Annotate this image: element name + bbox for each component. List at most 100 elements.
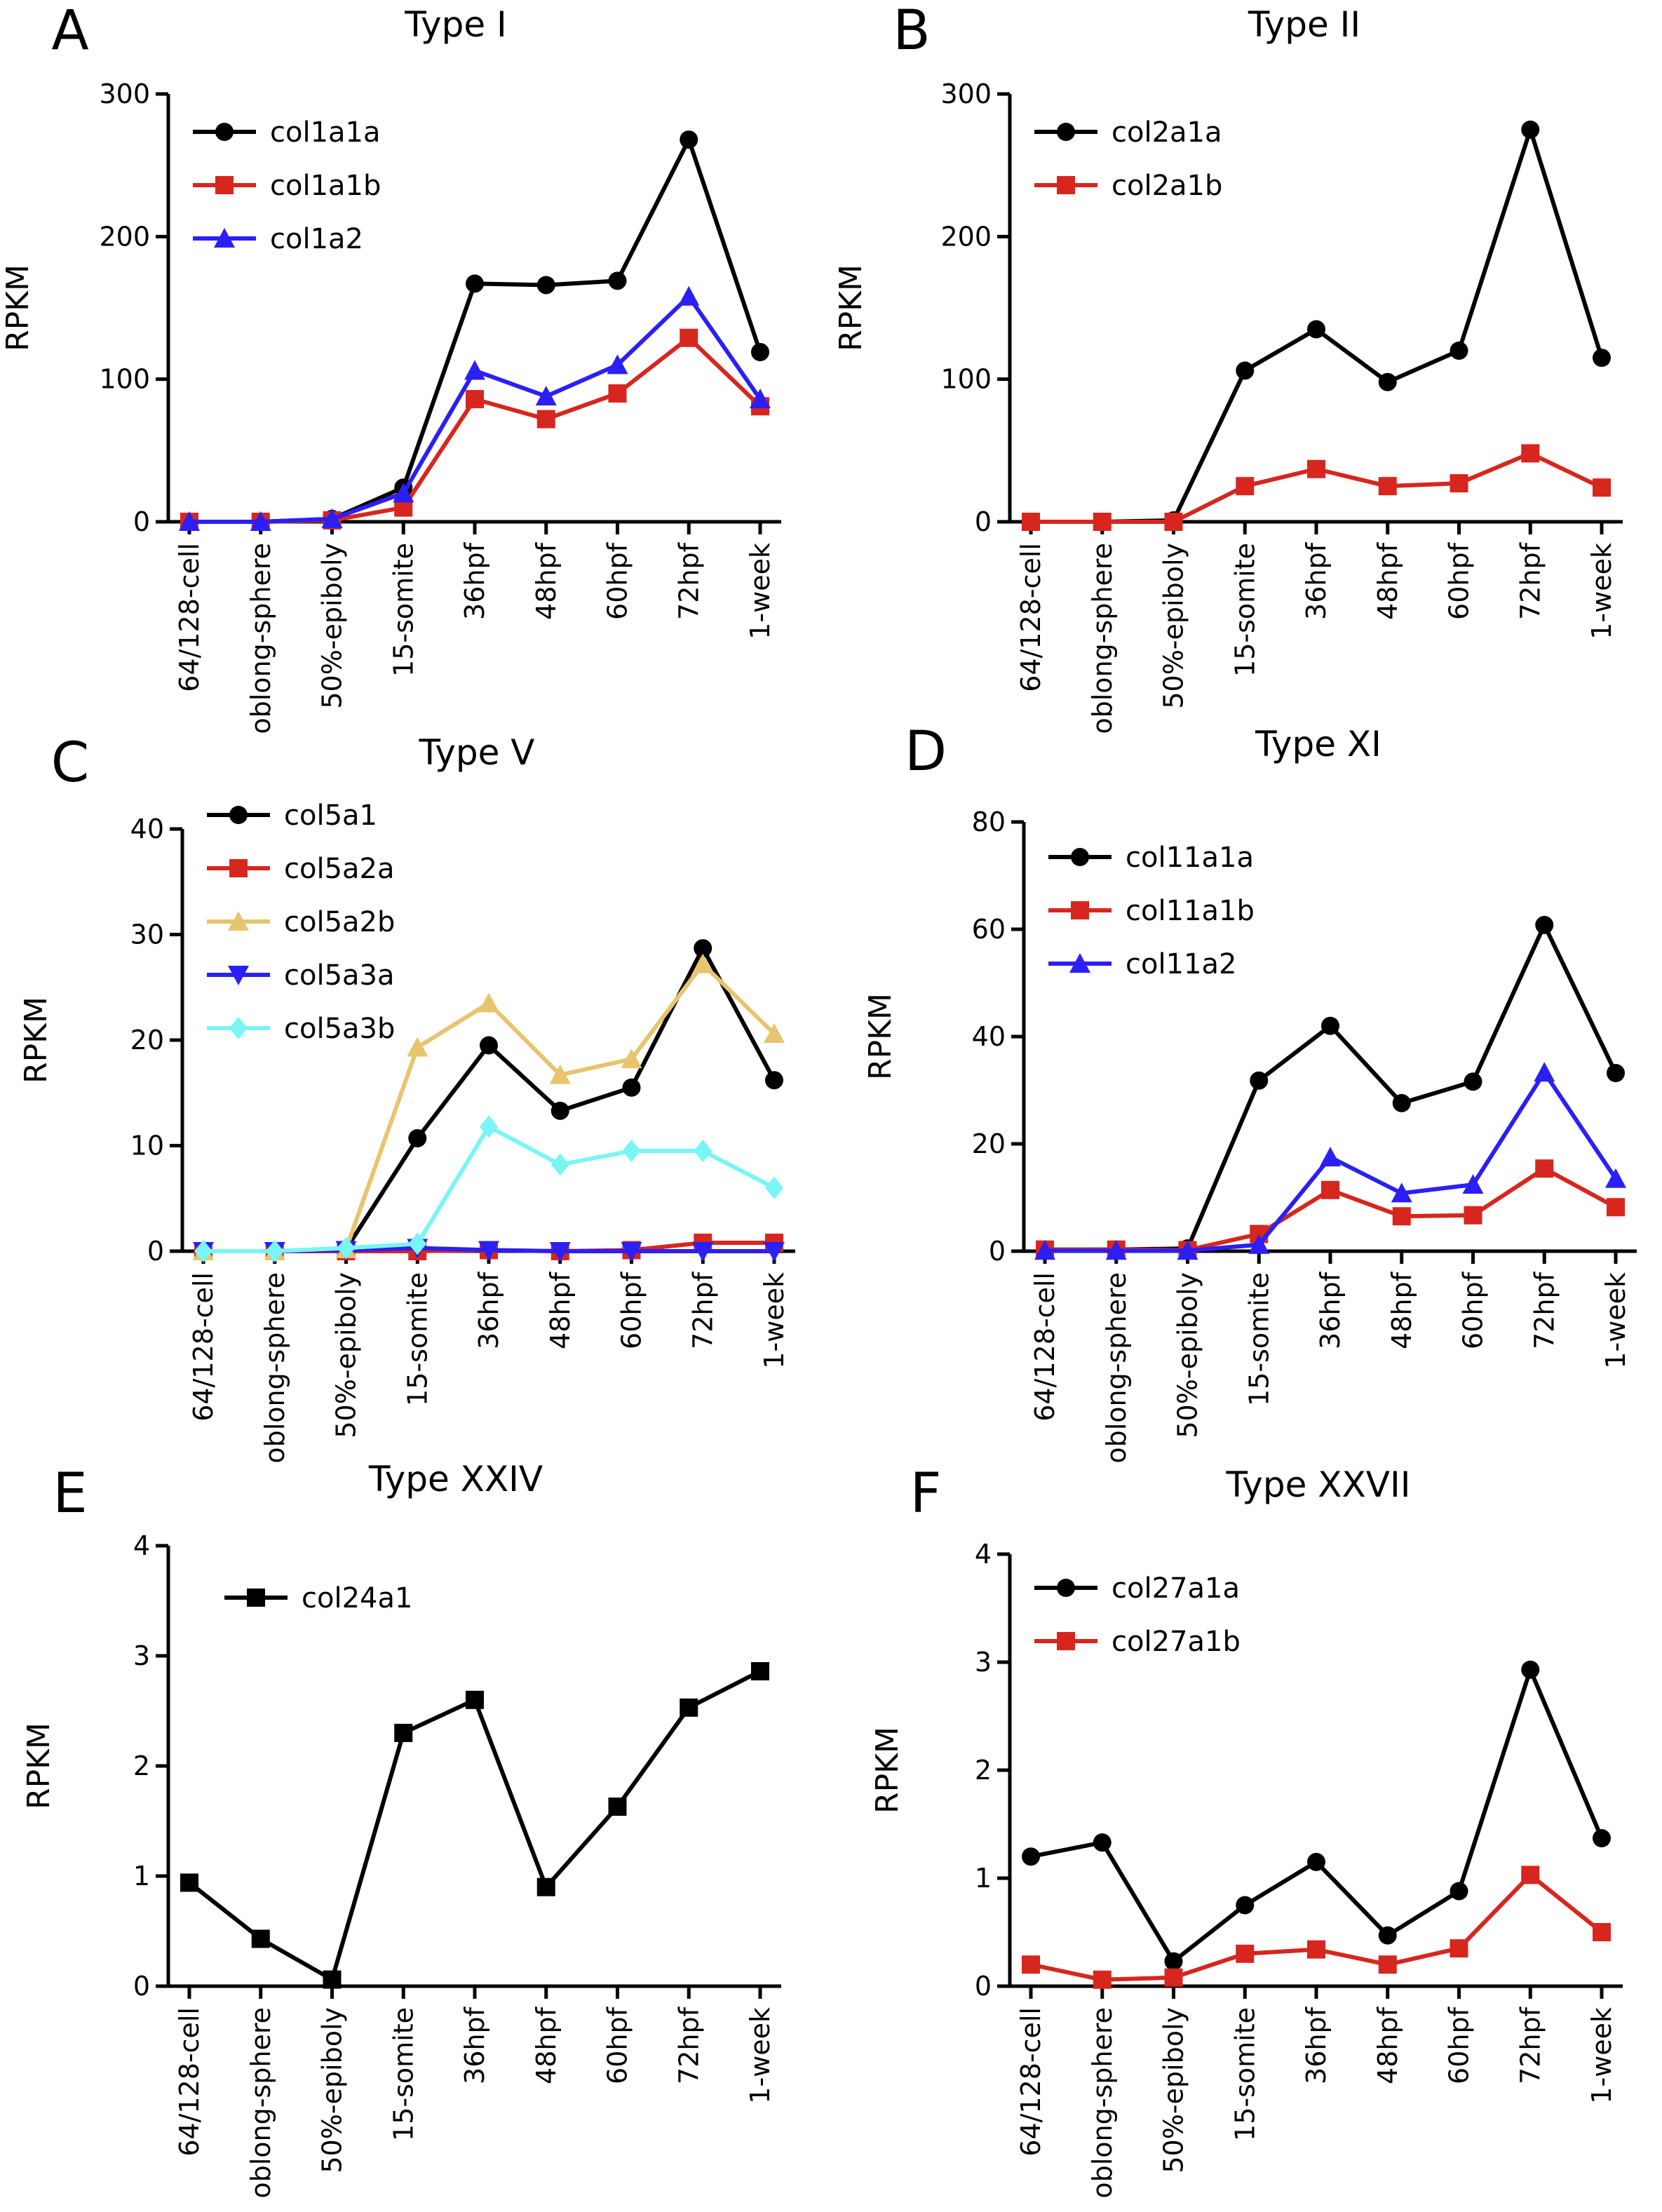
panel-a-point-col1a1a bbox=[680, 130, 698, 149]
panel-f-point-col27a1a bbox=[1450, 1882, 1468, 1901]
panel-d-x-tick-label: 48hpf bbox=[1386, 1271, 1417, 1349]
panel-c-point-col5a2b bbox=[692, 953, 714, 973]
panel-e-x-tick-label: 1-week bbox=[745, 2007, 776, 2104]
panel-d-legend-marker-col11a2 bbox=[1069, 953, 1090, 973]
panel-c-point-col5a1 bbox=[694, 939, 712, 958]
panel-f-y-tick-label: 0 bbox=[975, 1971, 992, 2002]
panel-a-title: Type I bbox=[404, 4, 506, 45]
panel-c-point-col5a3b bbox=[622, 1140, 641, 1163]
panel-a: A Type I RPKM 0 100 200 300 64/128-cell oblong-s… bbox=[0, 0, 781, 734]
panel-e-title: Type XXIV bbox=[368, 1459, 543, 1499]
panel-a-x-tick-label: 60hpf bbox=[602, 541, 633, 620]
panel-c-letter: C bbox=[51, 731, 89, 795]
panel-c-legend-marker-col5a2a bbox=[229, 859, 248, 877]
panel-c-legend-label-col5a3a: col5a3a bbox=[284, 959, 395, 992]
panel-a-point-col1a1b bbox=[680, 328, 698, 347]
panel-c-x-tick-label: 15-somite bbox=[402, 1272, 433, 1406]
panel-a-point-col1a1b bbox=[466, 390, 484, 409]
panel-b-letter: B bbox=[893, 0, 931, 62]
panel-c-y-tick-label: 10 bbox=[130, 1131, 164, 1161]
panel-f-x-tick-label: oblong-sphere bbox=[1087, 2007, 1118, 2199]
panel-c-point-col5a3a bbox=[478, 1241, 499, 1261]
panel-f-legend-marker-col27a1b bbox=[1057, 1632, 1075, 1650]
panel-d-letter: D bbox=[905, 720, 947, 783]
panel-a-y-tick-label: 100 bbox=[99, 364, 150, 395]
panel-a-x-tick-label: oblong-sphere bbox=[245, 543, 276, 734]
panel-e-y-tick-label: 4 bbox=[133, 1530, 150, 1561]
panel-c-point-col5a3b bbox=[337, 1236, 356, 1260]
panel-e-point-col24a1 bbox=[251, 1929, 270, 1948]
panel-d-point-col11a1a bbox=[1535, 915, 1554, 934]
panel-f-series-col27a1b bbox=[1022, 1866, 1611, 1989]
panel-b: B Type II RPKM 0 100 200 300 64/128-cell oblong-… bbox=[833, 0, 1623, 734]
panel-e-y-tick-label: 0 bbox=[133, 1971, 150, 2002]
panel-c-x-tick-label: 60hpf bbox=[616, 1271, 647, 1349]
panel-e: E Type XXIV RPKM 0 1 2 3 4 64/128-cell oblong-sph… bbox=[21, 1459, 781, 2199]
panel-a-legend-marker-col1a1b bbox=[215, 176, 234, 194]
panel-b-point-col2a1a bbox=[1236, 361, 1255, 380]
panel-f-point-col27a1a bbox=[1307, 1852, 1325, 1871]
panel-c-point-col5a1 bbox=[408, 1128, 427, 1147]
panel-b-point-col2a1a bbox=[1307, 320, 1325, 339]
panel-d-legend-marker-col11a1a bbox=[1071, 848, 1089, 866]
panel-c-point-col5a3b bbox=[765, 1176, 783, 1199]
panel-f-point-col27a1b bbox=[1450, 1939, 1468, 1958]
panel-a-point-col1a1b bbox=[536, 410, 555, 429]
panel-d-x-tick-label: 72hpf bbox=[1529, 1271, 1560, 1349]
panel-b-legend-label-col2a1b: col2a1b bbox=[1112, 170, 1222, 202]
panel-d-x-tick-label: 50%-epiboly bbox=[1173, 1272, 1203, 1438]
panel-c-x-tick-label: 36hpf bbox=[473, 1271, 504, 1349]
panel-d-point-col11a1a bbox=[1464, 1072, 1482, 1091]
panel-d-point-col11a2 bbox=[1320, 1147, 1341, 1167]
panel-d-point-col11a2 bbox=[1391, 1182, 1412, 1203]
panel-b-series-col2a1b bbox=[1022, 444, 1611, 531]
panel-b-point-col2a1a bbox=[1378, 372, 1397, 391]
panel-a-point-col1a2 bbox=[179, 511, 200, 531]
panel-c-line-col5a3b bbox=[203, 1124, 776, 1253]
panel-e-x-tick-label: 50%-epiboly bbox=[317, 2007, 348, 2173]
panel-c-point-col5a3b bbox=[480, 1115, 498, 1138]
panel-f-point-col27a1a bbox=[1378, 1926, 1397, 1945]
panel-b-point-col2a1b bbox=[1450, 474, 1468, 493]
panel-f-x-tick-label: 15-somite bbox=[1229, 2007, 1260, 2141]
panel-a-point-col1a2 bbox=[321, 508, 343, 528]
panel-d-x-tick-label: 1-week bbox=[1600, 1272, 1631, 1369]
panel-a-x-tick-label: 72hpf bbox=[673, 541, 704, 620]
panel-d-point-col11a2 bbox=[1534, 1062, 1555, 1082]
panel-c-legend-marker-col5a2b bbox=[228, 911, 249, 931]
panel-b-x-tick-label: 1-week bbox=[1586, 543, 1617, 640]
panel-c-x-tick-label: 48hpf bbox=[545, 1271, 576, 1349]
panel-c-y-tick-label: 20 bbox=[130, 1025, 164, 1056]
panel-d-point-col11a1b bbox=[1464, 1206, 1482, 1225]
panel-d-x-tick-label: 64/128-cell bbox=[1029, 1272, 1060, 1422]
panel-c-legend-marker-col5a3b bbox=[229, 1017, 248, 1039]
panel-f-point-col27a1b bbox=[1307, 1940, 1325, 1959]
panel-f-point-col27a1b bbox=[1593, 1923, 1611, 1941]
panel-d-point-col11a1b bbox=[1392, 1207, 1411, 1226]
panel-e-point-col24a1 bbox=[536, 1877, 555, 1896]
panel-d-x-tick-label: oblong-sphere bbox=[1101, 1272, 1132, 1464]
panel-b-point-col2a1b bbox=[1378, 477, 1397, 496]
panel-f-y-tick-label: 2 bbox=[975, 1755, 992, 1786]
panel-d-point-col11a1a bbox=[1607, 1064, 1625, 1083]
panel-b-x-tick-label: 72hpf bbox=[1515, 541, 1546, 620]
panel-a-x-tick-label: 48hpf bbox=[531, 541, 562, 620]
panel-c-point-col5a3b bbox=[408, 1232, 427, 1255]
panel-c-y-tick-label: 30 bbox=[130, 919, 164, 950]
panel-d-point-col11a2 bbox=[1177, 1240, 1198, 1260]
panel-a-legend-label-col1a1b: col1a1b bbox=[270, 170, 381, 202]
panel-b-point-col2a1a bbox=[1521, 120, 1540, 139]
panel-f-point-col27a1b bbox=[1378, 1955, 1397, 1974]
panel-a-point-col1a1b bbox=[608, 384, 627, 403]
panel-b-point-col2a1a bbox=[1593, 349, 1611, 367]
panel-f-point-col27a1a bbox=[1521, 1660, 1540, 1679]
panel-d-point-col11a1a bbox=[1321, 1016, 1339, 1035]
panel-c-point-col5a2b bbox=[764, 1023, 785, 1043]
panel-a-series-col1a2 bbox=[179, 285, 771, 531]
panel-c-y-tick-label: 0 bbox=[147, 1236, 164, 1267]
panel-c-point-col5a3a bbox=[764, 1242, 785, 1262]
panel-c-point-col5a3b bbox=[265, 1240, 284, 1262]
panel-d-series-col11a2 bbox=[1034, 1062, 1626, 1260]
panel-c-legend-marker-col5a1 bbox=[229, 806, 248, 824]
